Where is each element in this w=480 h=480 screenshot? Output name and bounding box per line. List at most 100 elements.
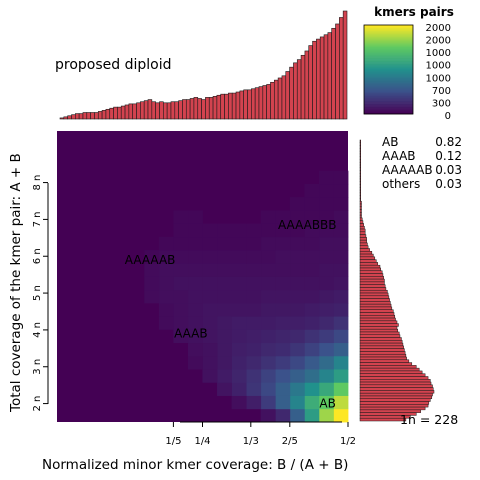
- heatmap-cell: [289, 329, 305, 344]
- right-histogram-bar: [359, 289, 388, 294]
- heatmap-cell: [304, 197, 320, 211]
- heatmap-cell: [246, 276, 262, 291]
- right-histogram-bar: [359, 228, 366, 233]
- right-histogram-bar: [359, 381, 432, 386]
- legend-swatch: [364, 27, 413, 30]
- legend-swatch: [364, 68, 413, 70]
- heatmap-cell: [304, 316, 320, 330]
- heatmap-cell: [260, 250, 276, 264]
- heatmap-cell: [333, 408, 349, 423]
- legend-swatch: [364, 87, 413, 90]
- heatmap-cell: [275, 236, 291, 251]
- top-histogram-bar: [178, 100, 183, 120]
- right-histogram-bar: [359, 315, 396, 319]
- right-histogram-bar: [359, 242, 368, 246]
- y-tick-label: 5 n: [32, 285, 43, 301]
- heatmap-cell: [260, 408, 276, 423]
- heatmap-cell: [231, 276, 247, 291]
- right-histogram-bar: [359, 356, 407, 361]
- top-histogram-bar: [323, 34, 329, 120]
- heatmap-cell: [158, 316, 174, 330]
- heatmap-cell: [289, 263, 305, 277]
- heatmap-cell: [275, 369, 291, 383]
- top-histogram-bar: [189, 98, 195, 120]
- heatmap-cell: [289, 408, 305, 423]
- right-histogram-bar: [359, 217, 363, 221]
- heatmap-cell: [289, 236, 305, 251]
- heatmap-cell: [318, 223, 334, 238]
- legend-swatch: [364, 36, 413, 39]
- top-histogram-bar: [86, 112, 91, 120]
- heatmap-cell: [275, 223, 291, 238]
- top-histogram-bar: [124, 104, 130, 120]
- right-histogram-bar: [359, 417, 407, 422]
- right-histogram-bar: [359, 359, 410, 363]
- right-histogram-bar: [359, 203, 362, 208]
- heatmap-cell: [333, 342, 349, 357]
- right-histogram-bar: [359, 192, 361, 196]
- heatmap-cell: [275, 316, 291, 330]
- heatmap-cell: [217, 236, 232, 251]
- right-histogram-bar: [359, 150, 361, 155]
- heatmap-cell: [318, 302, 334, 317]
- heatmap-cell: [318, 408, 334, 423]
- heatmap-cell: [217, 263, 232, 277]
- heatmap-cell: [158, 250, 174, 264]
- fraction-label: AAAAAB: [382, 163, 433, 177]
- heatmap-cell: [333, 210, 349, 224]
- legend-swatch: [364, 81, 413, 84]
- heatmap-cell: [246, 289, 262, 304]
- top-histogram-bar: [216, 94, 222, 120]
- heatmap-cell: [289, 197, 305, 211]
- heatmap-cell: [318, 250, 334, 264]
- legend-swatch: [364, 29, 413, 32]
- top-histogram-bar: [335, 23, 340, 120]
- heatmap-cell: [217, 382, 232, 396]
- right-histogram-bar: [359, 317, 396, 322]
- legend-tick-label: 700: [432, 86, 451, 97]
- heatmap-cell: [318, 183, 334, 198]
- right-histogram-bar: [359, 159, 361, 163]
- heatmap-cell: [275, 263, 291, 277]
- legend-swatch: [364, 112, 413, 115]
- x-tick-label: 1/3: [243, 436, 259, 447]
- legend-swatch: [364, 33, 413, 36]
- right-histogram-bar: [359, 145, 361, 149]
- heatmap-cell: [246, 355, 262, 370]
- top-histogram-bar: [143, 100, 149, 120]
- top-histogram-bar: [327, 32, 332, 120]
- top-histogram-bar: [159, 101, 164, 120]
- heatmap-cell: [289, 276, 305, 291]
- legend-swatch: [364, 60, 413, 63]
- heatmap-cell: [202, 289, 218, 304]
- legend-swatch: [364, 106, 413, 109]
- top-histogram-bar: [258, 86, 264, 120]
- heatmap-cell: [144, 263, 160, 277]
- heatmap-cell: [333, 316, 349, 330]
- legend-swatch: [364, 72, 413, 75]
- top-histogram-bar: [262, 85, 267, 120]
- heatmap-cell: [275, 342, 291, 357]
- heatmap-cell: [260, 302, 276, 317]
- right-histogram-bar: [359, 170, 361, 174]
- heatmap-cell: [231, 382, 247, 396]
- right-histogram-bar: [359, 214, 362, 219]
- heatmap-cell: [202, 223, 218, 238]
- heatmap-cell: [202, 276, 218, 291]
- heatmap-cell: [231, 236, 247, 251]
- heatmap-cell: [173, 316, 189, 330]
- right-histogram-bar: [359, 245, 369, 249]
- right-histogram-bar: [359, 276, 384, 280]
- heatmap-cell: [231, 369, 247, 383]
- top-histogram-bar: [273, 79, 279, 120]
- fraction-value: 0.12: [435, 149, 462, 163]
- peak-annotation: AAAAAB: [125, 253, 176, 267]
- legend-swatch: [364, 44, 413, 47]
- top-histogram-bar: [316, 38, 321, 120]
- right-histogram-bar: [359, 281, 385, 285]
- heatmap-cell: [231, 395, 247, 410]
- heatmap-cell: [289, 382, 305, 396]
- heatmap-cell: [173, 250, 189, 264]
